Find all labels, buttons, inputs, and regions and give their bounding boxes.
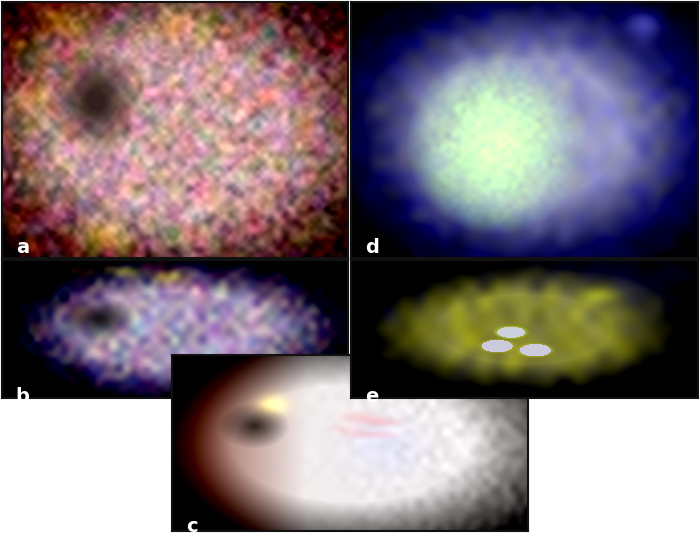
Text: d: d [365,238,379,256]
Text: c: c [186,517,198,533]
Text: a: a [16,238,29,256]
Text: e: e [365,387,378,406]
Text: b: b [16,387,29,406]
